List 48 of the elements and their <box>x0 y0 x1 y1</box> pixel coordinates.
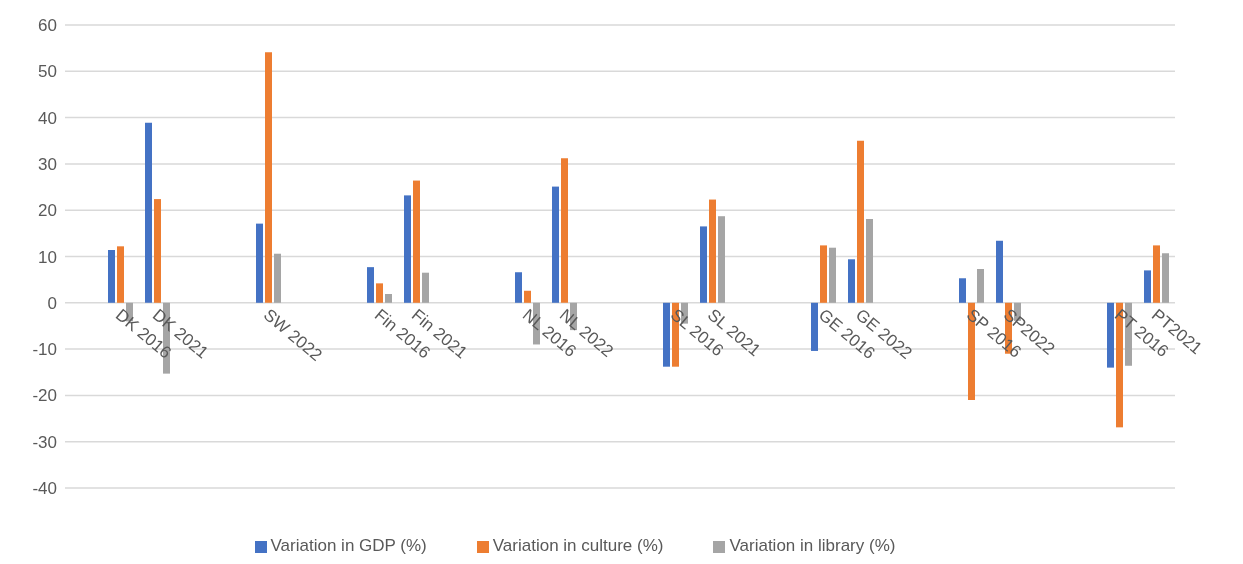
y-tick-label: 40 <box>38 108 57 128</box>
bar <box>866 219 873 303</box>
bar <box>561 158 568 303</box>
bar <box>977 269 984 303</box>
bar <box>117 246 124 303</box>
bar <box>996 240 1003 303</box>
bar <box>811 302 818 351</box>
bar <box>515 272 522 303</box>
bar <box>857 140 864 303</box>
bar <box>1144 270 1151 303</box>
bar <box>1107 302 1114 368</box>
legend-label: Variation in GDP (%) <box>270 536 427 555</box>
bar <box>552 186 559 303</box>
bar <box>829 247 836 303</box>
y-tick-label: -20 <box>32 386 57 406</box>
legend-label: Variation in culture (%) <box>492 536 664 555</box>
bar <box>718 216 725 303</box>
y-tick-label: 60 <box>38 16 57 36</box>
bar <box>145 122 152 303</box>
bar <box>265 52 272 303</box>
bar <box>663 302 670 367</box>
bar <box>1153 245 1160 303</box>
bar <box>848 259 855 303</box>
y-tick-label: -10 <box>32 340 57 360</box>
y-tick-label: 10 <box>38 247 57 267</box>
bar <box>385 294 392 303</box>
bar <box>709 199 716 303</box>
bar <box>820 245 827 303</box>
bar <box>274 253 281 303</box>
bar <box>1162 253 1169 303</box>
bar <box>154 199 161 303</box>
bar <box>404 195 411 303</box>
bar <box>367 267 374 303</box>
bar <box>422 272 429 303</box>
legend-label: Variation in library (%) <box>729 536 896 555</box>
y-tick-label: 20 <box>38 201 57 221</box>
bar <box>108 250 115 303</box>
bar <box>413 180 420 303</box>
y-tick-label: 30 <box>38 154 57 174</box>
y-tick-label: -40 <box>32 479 57 499</box>
bar <box>256 223 263 303</box>
bar <box>959 278 966 303</box>
bar <box>524 290 531 303</box>
y-tick-label: -30 <box>32 432 57 452</box>
y-tick-label: 50 <box>38 62 57 82</box>
bar <box>700 226 707 303</box>
bar <box>376 283 383 303</box>
y-tick-label: 0 <box>47 293 57 313</box>
